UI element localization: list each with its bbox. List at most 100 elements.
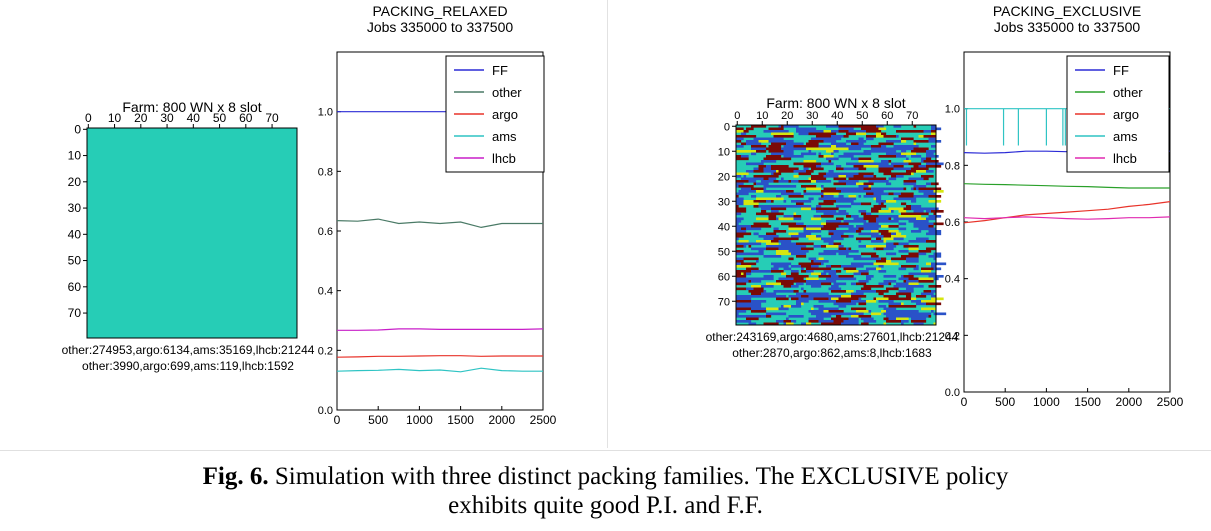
heatmap-band [866,130,882,133]
heatmap-band [761,125,767,128]
heatmap-band [826,137,842,141]
heatmap-band [768,217,777,221]
heatmap-band [878,127,887,131]
heatmap-band [871,257,882,261]
heatmap-band [873,247,877,251]
heatmap-summary-line: other:243169,argo:4680,ams:27601,lhcb:21… [706,330,959,344]
heatmap-band [848,172,859,176]
heatmap-band [918,240,927,243]
heatmap-band [851,175,854,178]
heatmap-band [828,272,837,276]
heatmap-band [931,125,937,128]
heatmap-band [848,227,859,231]
heatmap-band [823,140,837,143]
heatmap-band [933,162,944,166]
heatmap-band [748,322,752,326]
heatmap-band [901,192,914,196]
heatmap-band [931,222,934,226]
heatmap-ytick-label: 40 [718,221,730,233]
heatmap-band [828,232,834,236]
heatmap-band [876,290,889,293]
caption-line-2: exhibits quite good P.I. and F.F. [448,492,763,519]
xtick-label: 500 [368,413,388,427]
heatmap-band [788,295,802,298]
heatmap-band [826,197,829,201]
heatmap-band [878,195,882,198]
heatmap-band [756,217,769,221]
heatmap-band [898,215,914,218]
heatmap-band [843,297,859,301]
heatmap-band [798,262,814,266]
heatmap-band [736,200,744,203]
heatmap-band [768,127,784,131]
heatmap-band [876,197,882,201]
heatmap-band [838,247,847,251]
heatmap-band [818,152,822,156]
heatmap-band [781,242,787,246]
heatmap-band [843,220,852,223]
heatmap-band [908,277,919,281]
heatmap-band [933,222,944,226]
heatmap-band [736,192,749,196]
heatmap-band [883,307,897,311]
heatmap-band [826,265,832,268]
ytick-label: 0.8 [318,166,333,178]
heatmap-band [821,162,834,166]
heatmap-band [888,155,897,158]
heatmap-band [926,170,934,173]
heatmap-band [858,315,872,318]
heatmap-band [793,217,802,221]
heatmap-band [788,250,794,253]
heatmap-band [821,297,829,301]
heatmap-band [808,317,824,321]
heatmap-band [793,277,804,281]
heatmap-band [858,142,864,146]
heatmap-band [901,255,909,258]
heatmap-band [778,140,784,143]
heatmap-band [776,320,784,323]
series-line-other [963,183,1170,189]
heatmap-band [861,287,864,291]
heatmap-band [843,267,849,271]
heatmap-band [813,305,819,308]
heatmap-band [848,312,864,316]
heatmap-band [908,220,914,223]
heatmap-band [883,235,892,238]
heatmap-band [746,150,757,153]
heatmap-band [858,152,872,156]
heatmap-band [851,220,867,223]
heatmap-band [818,202,834,206]
heatmap-band [853,165,857,168]
heatmap-band [768,177,777,181]
heatmap-band [771,212,784,216]
heatmap-band [911,150,924,153]
heatmap-band [926,150,934,153]
heatmap-band [791,280,807,283]
heatmap-ytick-label: 30 [718,196,730,208]
heatmap-band [871,207,879,211]
heatmap-band [826,212,839,216]
heatmap-band [908,177,917,181]
heatmap-band [888,192,894,196]
heatmap-band [873,192,889,196]
heatmap-summary-line: other:274953,argo:6134,ams:35169,lhcb:21… [62,343,315,357]
heatmap-band [828,170,834,173]
heatmap-band [906,287,914,291]
heatmap-band [846,132,857,136]
heatmap-band [858,167,867,171]
ytick-label: 1.0 [945,104,960,116]
heatmap-band [868,185,872,188]
heatmap-band [736,320,747,323]
heatmap-band [788,315,804,318]
heatmap-band [923,160,939,163]
heatmap-band [856,310,869,313]
heatmap-band [898,267,907,271]
heatmap-band [823,155,834,158]
heatmap-band [923,177,929,181]
heatmap-band [903,245,919,248]
heatmap-band [863,320,877,323]
heatmap-band [766,175,779,178]
ytick-label: 0.0 [318,405,333,417]
heatmap-band [823,270,837,273]
